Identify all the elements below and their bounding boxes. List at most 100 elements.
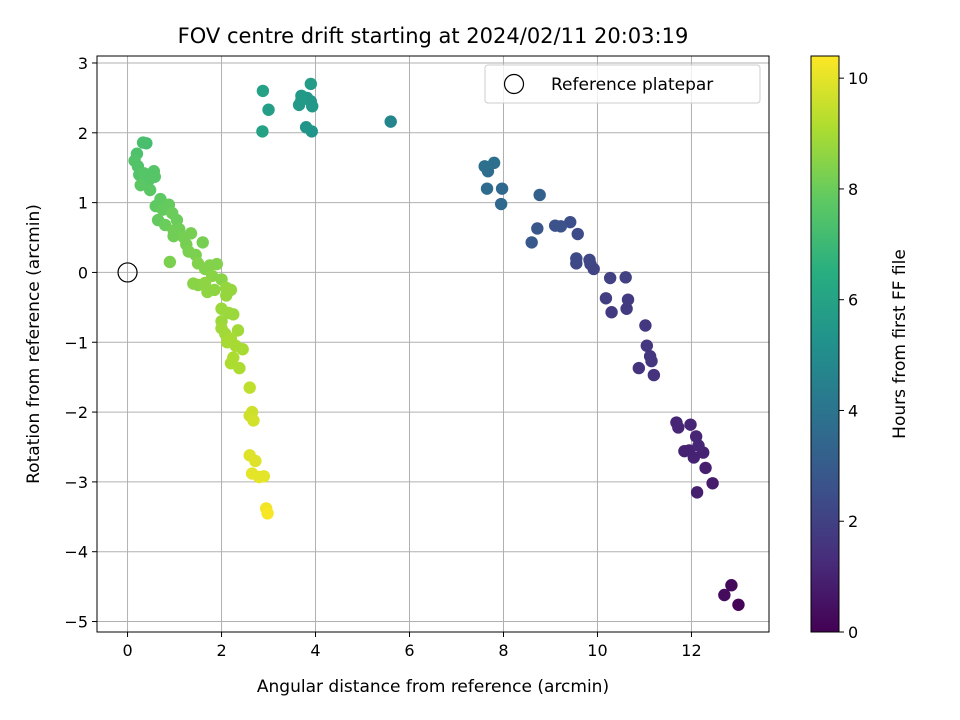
colorbar-tick-label: 2	[848, 512, 858, 531]
scatter-point	[684, 418, 697, 431]
colorbar-tick-label: 4	[848, 401, 858, 420]
plot-frame	[96, 55, 770, 633]
x-tick-label: 12	[681, 641, 701, 660]
y-axis-ticks: −5 −4 −3 −2 −1 0 1 2 3	[64, 54, 97, 632]
scatter-point	[678, 444, 691, 458]
scatter-point	[640, 339, 654, 352]
y-axis-label: Rotation from reference (arcmin)	[24, 204, 44, 484]
scatter-point	[531, 222, 544, 235]
y-tick-label: −4	[64, 543, 88, 562]
scatter-point	[262, 103, 275, 116]
scatter-point	[487, 156, 501, 170]
scatter-point	[134, 178, 147, 192]
scatter-point	[718, 588, 731, 602]
colorbar: 0 2 4 6 8 10 Hours from first FF file	[810, 55, 910, 642]
scatter-point	[136, 136, 150, 149]
y-tick-label: 1	[78, 194, 88, 213]
y-tick-label: −2	[64, 403, 88, 422]
colorbar-gradient	[811, 56, 839, 632]
scatter-point	[632, 361, 646, 375]
scatter-point	[257, 470, 271, 483]
scatter-point	[570, 252, 583, 265]
scatter-point	[210, 257, 224, 271]
scatter-point	[571, 227, 584, 241]
scatter-point	[184, 227, 198, 240]
colorbar-ticks: 0 2 4 6 8 10	[839, 69, 868, 642]
scatter-point	[599, 292, 613, 305]
scatter-point	[220, 289, 233, 302]
scatter-point	[143, 183, 157, 197]
scatter-point	[643, 350, 657, 363]
colorbar-tick-label: 8	[848, 180, 858, 199]
legend-marker-icon	[503, 73, 525, 95]
scatter-point	[163, 255, 177, 269]
scatter-point	[494, 197, 508, 211]
scatter-point	[249, 454, 262, 468]
grid	[97, 56, 769, 632]
scatter-point	[699, 461, 712, 475]
legend-entry-reference: Reference platepar	[551, 75, 713, 95]
scatter-point	[533, 188, 546, 202]
scatter-point	[384, 115, 397, 128]
scatter-points	[128, 77, 745, 611]
reference-platepar-marker	[117, 262, 138, 283]
scatter-point	[525, 236, 538, 249]
colorbar-label: Hours from first FF file	[890, 249, 910, 439]
scatter-point	[480, 182, 494, 195]
scatter-point	[147, 165, 161, 178]
scatter-point	[299, 121, 313, 134]
scatter-point	[619, 271, 632, 284]
scatter-point	[732, 598, 745, 611]
scatter-point	[256, 84, 270, 98]
scatter-point	[208, 283, 221, 297]
scatter-point	[706, 477, 719, 490]
colorbar-tick-label: 10	[848, 69, 868, 88]
scatter-point	[196, 236, 209, 249]
chart-title: FOV centre drift starting at 2024/02/11 …	[178, 24, 689, 48]
x-axis-label: Angular distance from reference (arcmin)	[257, 677, 609, 697]
scatter-point	[495, 182, 509, 195]
y-tick-label: −5	[64, 613, 88, 632]
scatter-point	[231, 324, 245, 337]
legend-box	[484, 64, 761, 104]
x-tick-label: 8	[498, 641, 508, 660]
scatter-point	[603, 271, 617, 285]
scatter-point	[247, 414, 260, 427]
y-tick-label: 3	[78, 54, 88, 73]
reference-marker-layer	[117, 262, 138, 283]
scatter-point	[236, 343, 249, 356]
scatter-point	[725, 579, 738, 592]
scatter-point	[620, 302, 633, 315]
scatter-point	[639, 319, 652, 332]
scatter-point	[227, 308, 240, 321]
scatter-point	[647, 368, 661, 382]
scatter-point	[233, 361, 246, 375]
y-tick-label: −1	[64, 333, 88, 352]
legend: Reference platepar	[484, 64, 761, 104]
scatter-point	[548, 219, 562, 232]
scatter-point	[167, 229, 180, 243]
x-tick-label: 10	[587, 641, 607, 660]
scatter-point	[304, 77, 318, 91]
scatter-point	[583, 253, 596, 267]
x-tick-label: 6	[404, 641, 414, 660]
y-tick-label: 2	[78, 124, 88, 143]
scatter-point	[243, 381, 256, 394]
scatter-point	[692, 439, 705, 452]
scatter-point	[564, 215, 577, 229]
scatter-point	[256, 125, 269, 138]
scatter-point	[478, 160, 491, 173]
scatter-point	[261, 507, 274, 520]
scatter-point	[690, 486, 704, 499]
y-tick-label: 0	[78, 263, 88, 282]
x-tick-label: 2	[216, 641, 226, 660]
scatter-point	[605, 306, 618, 319]
x-axis-ticks: 0 2 4 6 8 10 12	[122, 632, 702, 660]
x-tick-label: 0	[122, 641, 132, 660]
scatter-point	[621, 293, 635, 306]
scatter-point	[295, 89, 308, 102]
x-tick-label: 4	[310, 641, 320, 660]
colorbar-frame	[810, 55, 840, 633]
y-tick-label: −3	[64, 473, 88, 492]
